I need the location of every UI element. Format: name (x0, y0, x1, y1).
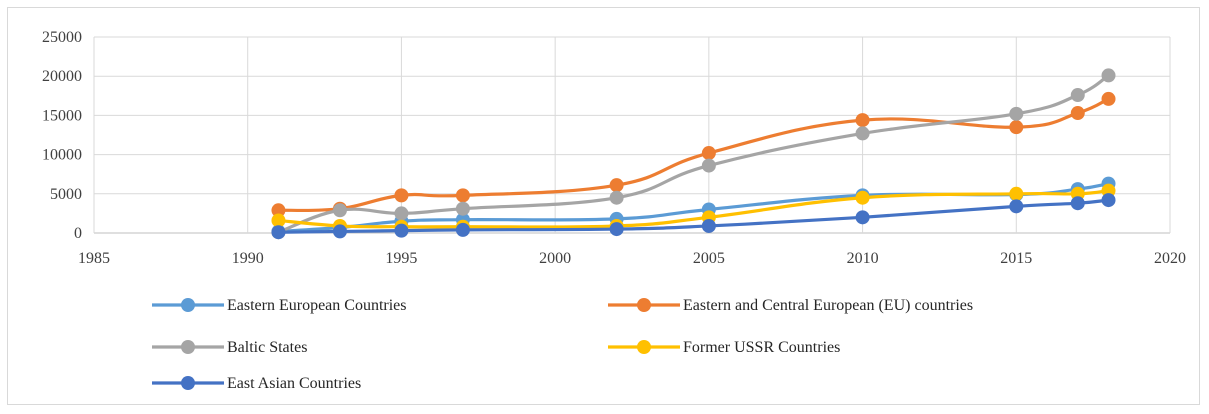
legend-label: Eastern European Countries (227, 297, 407, 314)
data-point (609, 190, 624, 205)
legend-marker (181, 340, 195, 354)
legend-marker (637, 340, 651, 354)
y-tick-label: 15000 (42, 107, 82, 124)
data-point (855, 190, 870, 205)
data-point (855, 113, 870, 128)
data-point (1101, 91, 1116, 106)
legend-label: Baltic States (227, 339, 307, 356)
data-point (271, 225, 286, 240)
gridlines (93, 36, 1171, 234)
series-line (276, 97, 1111, 213)
y-tick-label: 5000 (50, 186, 82, 203)
legend-item: Former USSR Countries (608, 339, 840, 356)
data-point (701, 158, 716, 173)
data-point (394, 188, 409, 203)
y-tick-label: 25000 (42, 29, 82, 46)
data-point (1101, 193, 1116, 208)
data-point (1070, 106, 1085, 121)
legend-marker (181, 298, 195, 312)
series-3 (271, 68, 1116, 240)
legend-item: East Asian Countries (152, 375, 361, 392)
data-point (394, 223, 409, 238)
legend: Eastern European Countries Eastern and Ce… (152, 297, 973, 392)
legend-item: Baltic States (152, 339, 307, 356)
legend-label: Former USSR Countries (683, 339, 840, 356)
data-point (332, 203, 347, 218)
x-tick-label: 2010 (847, 250, 879, 267)
series-line (276, 73, 1111, 234)
legend-marker (637, 298, 651, 312)
y-tick-label: 0 (74, 225, 82, 242)
legend-item: Eastern European Countries (152, 297, 407, 314)
series-line (276, 189, 1111, 229)
legend-label: East Asian Countries (227, 375, 361, 392)
data-point (1009, 199, 1024, 214)
data-point (1009, 106, 1024, 121)
data-point (855, 126, 870, 141)
data-point (394, 206, 409, 221)
data-point (855, 210, 870, 225)
legend-marker (181, 376, 195, 390)
x-tick-label: 2005 (693, 250, 725, 267)
legend-item: Eastern and Central European (EU) countr… (608, 297, 973, 314)
x-tick-label: 2015 (1000, 250, 1032, 267)
x-tick-label: 2020 (1154, 250, 1186, 267)
series-5 (271, 193, 1116, 240)
data-point (609, 178, 624, 193)
data-point (1009, 186, 1024, 201)
x-tick-label: 2000 (539, 250, 571, 267)
data-point (701, 146, 716, 161)
data-point (332, 224, 347, 239)
x-tick-label: 1985 (78, 250, 110, 267)
series-line (276, 198, 1111, 234)
x-axis-tick-labels: 1985 1990 1995 2000 2005 2010 2015 2020 (78, 250, 1186, 267)
data-point (455, 188, 470, 203)
data-point (455, 201, 470, 216)
data-point (271, 213, 286, 228)
data-point (271, 203, 286, 218)
y-tick-label: 20000 (42, 68, 82, 85)
data-point (455, 222, 470, 237)
data-point (1070, 88, 1085, 103)
x-tick-label: 1995 (385, 250, 417, 267)
legend-label: Eastern and Central European (EU) countr… (683, 297, 973, 314)
y-axis-tick-labels: 0 5000 10000 15000 20000 25000 (42, 29, 82, 242)
x-tick-label: 1990 (232, 250, 264, 267)
data-point (1009, 120, 1024, 135)
y-tick-label: 10000 (42, 147, 82, 164)
data-point (1101, 68, 1116, 83)
data-point (701, 218, 716, 233)
data-point (1070, 196, 1085, 211)
series-lines (271, 68, 1116, 240)
data-point (609, 222, 624, 237)
